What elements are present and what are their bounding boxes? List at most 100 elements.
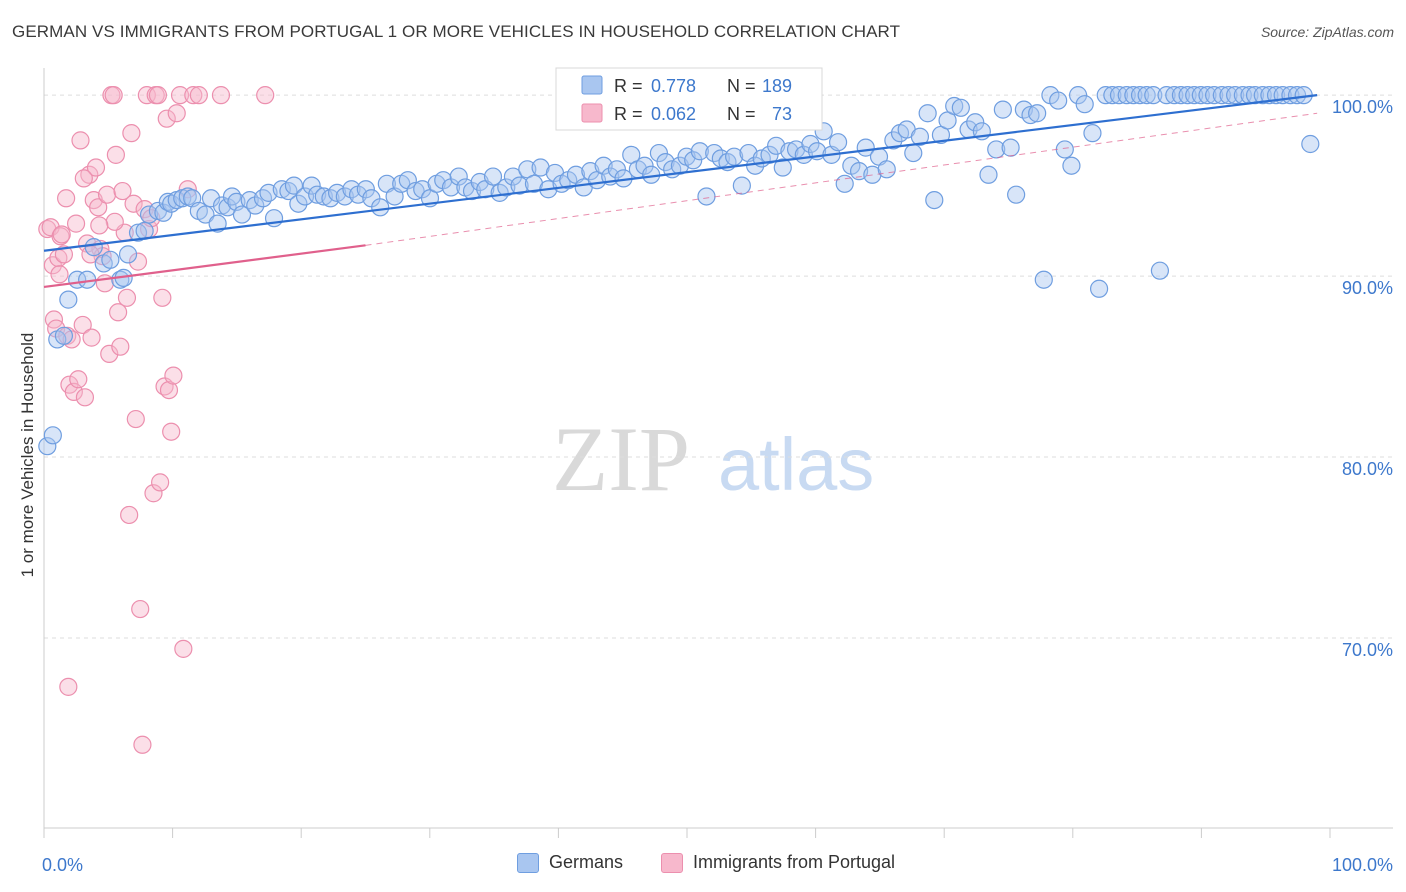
data-point-germans	[497, 178, 516, 197]
data-point-germans	[828, 133, 848, 152]
data-point-portugal	[106, 145, 125, 164]
data-point-portugal	[100, 344, 119, 364]
source-label: Source: ZipAtlas.com	[1260, 24, 1394, 40]
data-point-germans	[1049, 91, 1068, 110]
data-point-germans	[118, 245, 138, 264]
legend-n-value-portugal: 73	[772, 104, 792, 124]
data-point-germans	[1075, 95, 1094, 114]
data-point-germans	[201, 189, 221, 208]
data-point-germans	[1089, 279, 1109, 298]
data-point-germans	[1287, 86, 1307, 105]
data-point-germans	[253, 189, 273, 208]
legend-swatch-germans-bottom	[517, 852, 539, 873]
chart-title: GERMAN VS IMMIGRANTS FROM PORTUGAL 1 OR …	[12, 22, 901, 41]
data-point-portugal	[105, 212, 124, 231]
data-point-portugal	[122, 124, 141, 143]
y-tick-label: 80.0%	[1342, 459, 1393, 479]
data-point-portugal	[148, 86, 168, 105]
data-point-germans	[1198, 86, 1217, 105]
data-point-germans	[1083, 124, 1102, 143]
data-point-portugal	[164, 366, 183, 385]
data-point-germans	[1007, 185, 1026, 204]
data-point-portugal	[104, 86, 123, 105]
data-point-portugal	[57, 189, 76, 208]
data-point-germans	[684, 151, 703, 170]
data-point-portugal	[66, 214, 86, 233]
data-point-germans	[1001, 138, 1020, 157]
data-point-germans	[1109, 86, 1129, 105]
data-point-germans	[208, 214, 227, 233]
legend-swatch-germans	[581, 75, 603, 95]
data-point-portugal	[117, 288, 137, 307]
data-point-germans	[1212, 86, 1231, 105]
data-point-portugal	[71, 131, 90, 150]
data-point-germans	[993, 100, 1012, 119]
legend-bottom: Germans Immigrants from Portugal	[0, 852, 1406, 878]
data-point-portugal	[151, 473, 170, 492]
data-point-germans	[1096, 86, 1115, 105]
data-point-germans	[951, 98, 970, 117]
data-point-portugal	[174, 639, 193, 658]
data-point-portugal	[120, 505, 139, 525]
data-point-portugal	[108, 303, 128, 322]
series-portugal-points	[38, 86, 275, 754]
data-point-germans	[1219, 86, 1238, 105]
data-point-portugal	[43, 256, 62, 275]
legend-n-label-portugal: N =	[727, 104, 756, 124]
data-point-germans	[449, 167, 468, 186]
data-point-germans	[1191, 86, 1210, 105]
data-point-germans	[835, 174, 854, 193]
data-point-germans	[1205, 86, 1224, 105]
data-point-germans	[84, 238, 103, 257]
data-point-germans	[607, 160, 626, 179]
legend-r-value-portugal: 0.062	[651, 104, 696, 124]
data-point-germans	[1103, 86, 1122, 105]
trend-lines	[43, 94, 1318, 289]
data-point-portugal	[54, 245, 74, 264]
legend-r-label-germans: R =	[614, 76, 643, 96]
data-point-portugal	[189, 86, 208, 105]
y-tick-label: 100.0%	[1332, 97, 1393, 117]
data-point-portugal	[157, 109, 176, 128]
data-point-germans	[1185, 86, 1204, 105]
legend-item-portugal: Immigrants from Portugal	[661, 852, 895, 873]
data-point-portugal	[113, 181, 132, 201]
data-point-portugal	[256, 86, 275, 105]
y-axis-label: 1 or more Vehicles in Household	[18, 333, 37, 578]
data-point-portugal	[74, 169, 93, 188]
data-point-portugal	[167, 104, 186, 123]
data-point-germans	[1137, 86, 1156, 105]
data-point-germans	[1034, 270, 1053, 289]
legend-swatch-portugal	[581, 103, 603, 123]
data-point-germans	[1021, 105, 1040, 125]
data-point-germans	[1150, 261, 1170, 280]
data-point-germans	[1171, 86, 1191, 105]
data-point-germans	[801, 134, 820, 154]
trend-line-portugal	[43, 244, 366, 289]
watermark-atlas: atlas	[718, 423, 874, 506]
data-point-germans	[128, 223, 148, 242]
data-point-germans	[1253, 86, 1272, 105]
data-point-portugal	[133, 735, 152, 754]
data-point-germans	[240, 190, 259, 210]
data-point-germans	[1178, 86, 1197, 105]
trend-line-germans	[43, 94, 1318, 252]
data-point-germans	[218, 198, 237, 217]
data-point-germans	[59, 290, 78, 309]
data-point-portugal	[97, 185, 117, 204]
data-point-germans	[725, 147, 744, 166]
data-point-portugal	[178, 180, 197, 199]
data-point-portugal	[90, 216, 109, 235]
data-point-portugal	[69, 370, 88, 389]
data-point-germans	[1144, 86, 1163, 105]
data-point-germans	[656, 152, 675, 172]
data-point-germans	[1068, 86, 1088, 105]
data-point-germans	[1055, 140, 1074, 159]
data-point-germans	[945, 96, 964, 116]
data-point-portugal	[126, 409, 145, 429]
data-point-portugal	[41, 218, 60, 237]
data-point-germans	[690, 142, 709, 161]
data-point-germans	[760, 145, 779, 164]
data-point-germans	[38, 437, 57, 456]
data-point-germans	[1226, 86, 1245, 105]
